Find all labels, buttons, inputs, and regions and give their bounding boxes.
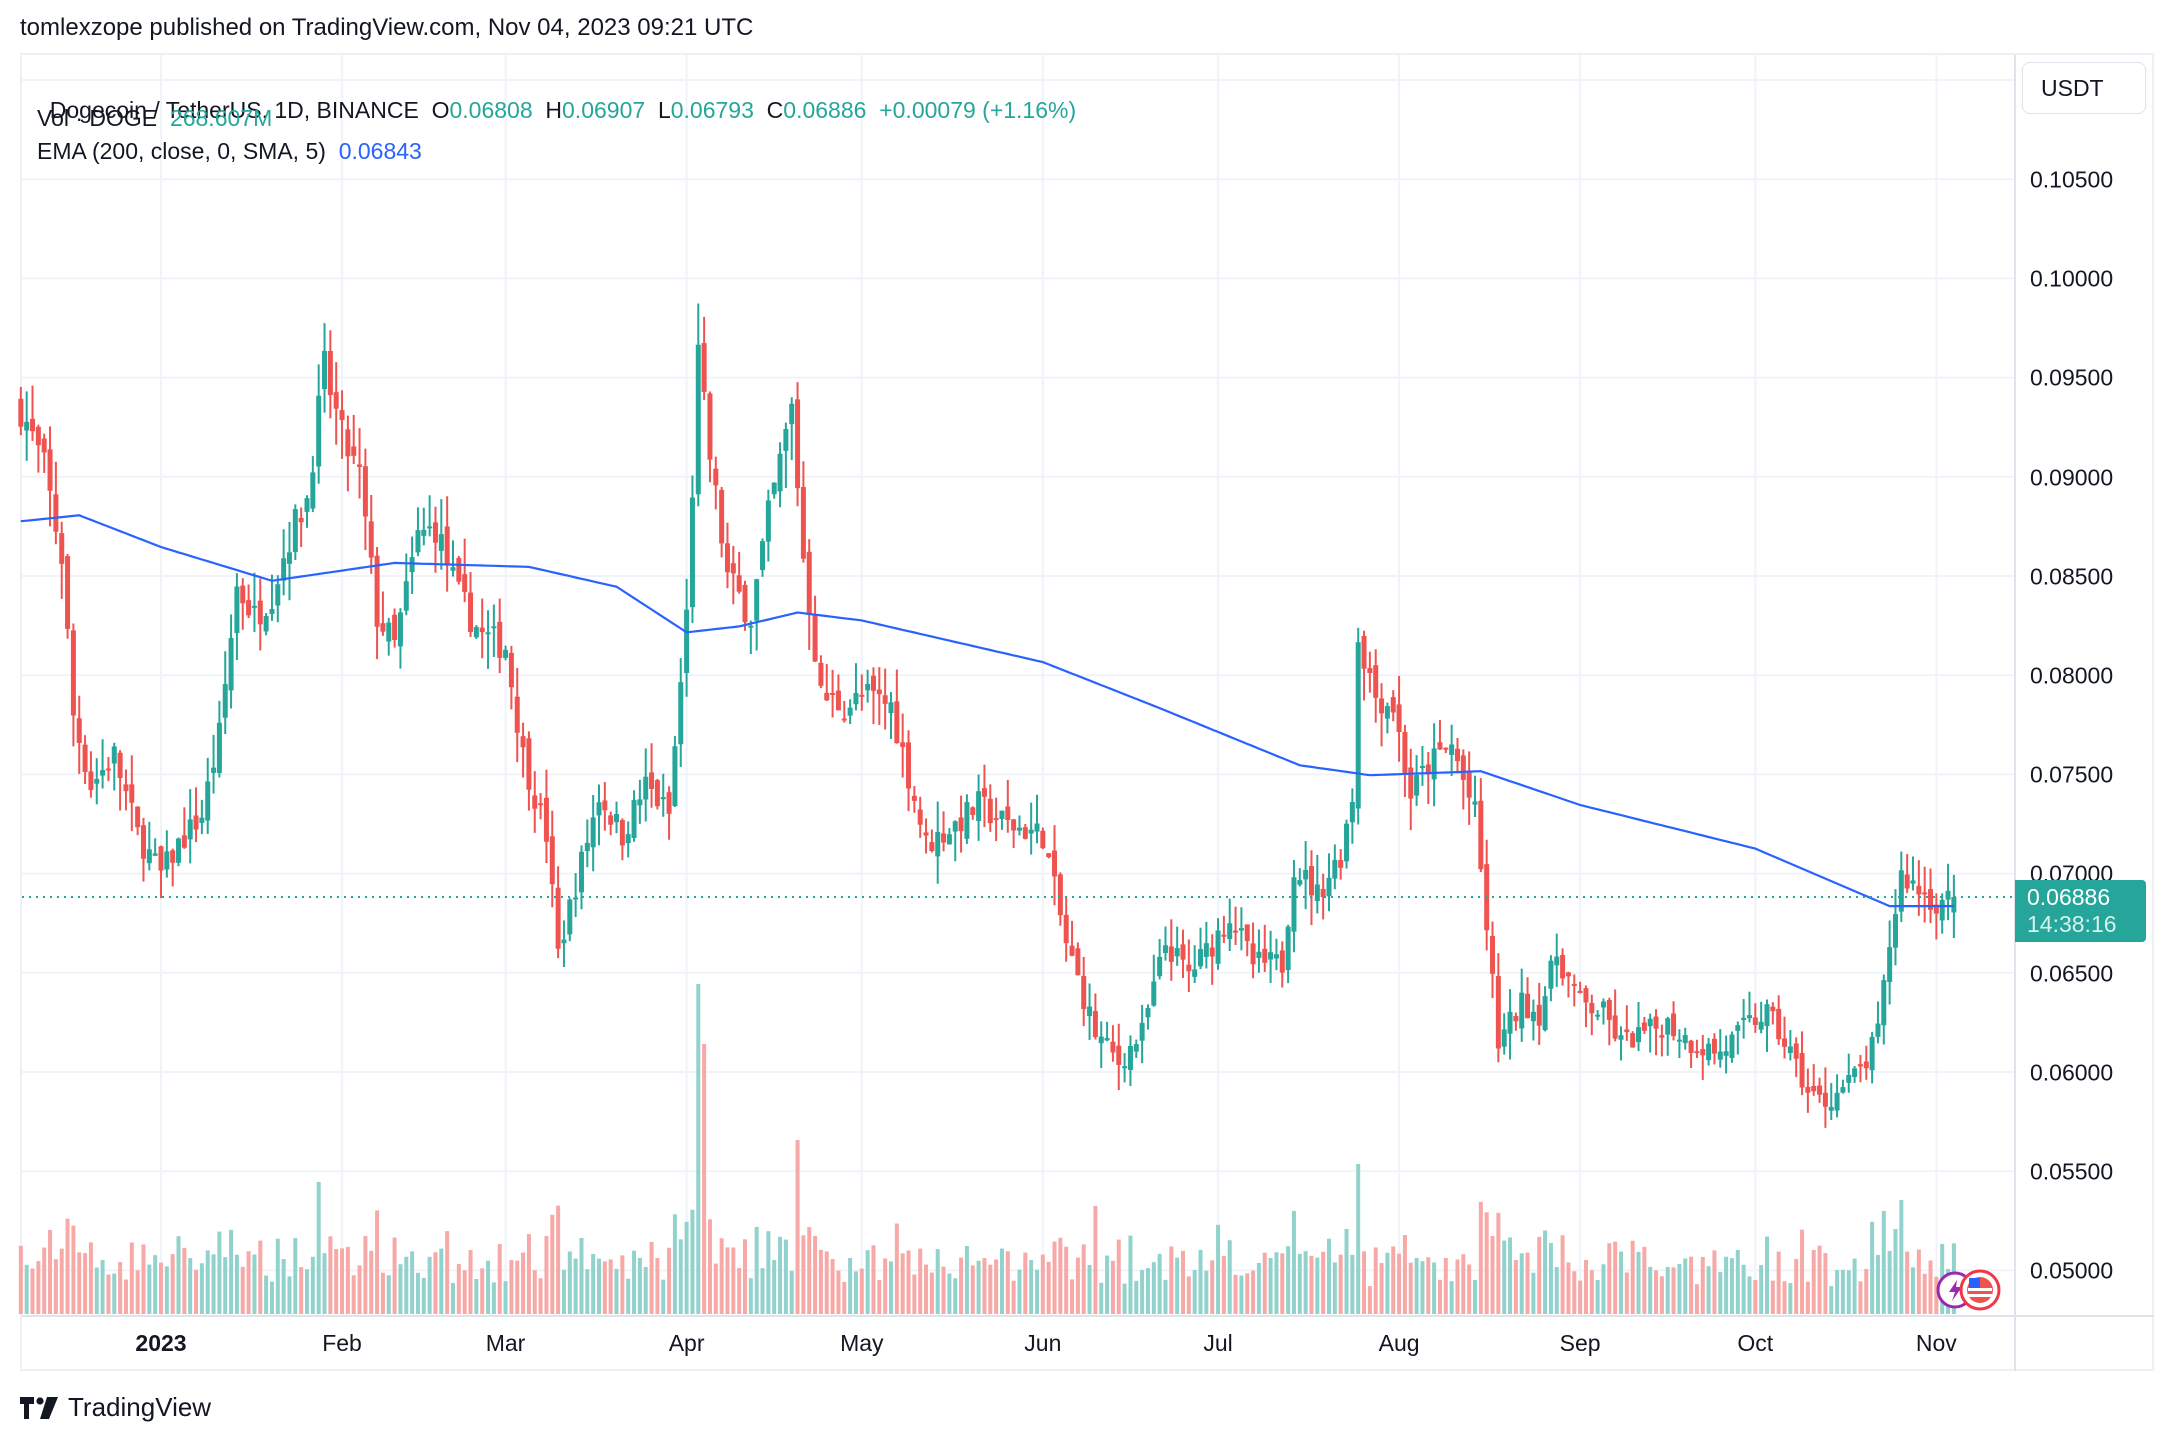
- price-tick-label: 0.10500: [2030, 166, 2114, 193]
- chart-frame: [20, 53, 2154, 1371]
- close-value: 0.06886: [783, 97, 867, 123]
- time-tick-label: Sep: [1559, 1330, 1601, 1356]
- time-tick-label: May: [840, 1330, 884, 1356]
- time-tick-label: Jul: [1203, 1330, 1233, 1356]
- symbol-legend: Dogecoin / TetherUS, 1D, BINANCE O0.0680…: [37, 70, 1076, 124]
- open-label: O: [431, 97, 450, 123]
- brand-name: TradingView: [68, 1392, 212, 1422]
- time-tick-label: Aug: [1378, 1330, 1420, 1356]
- price-tick-label: 0.08000: [2030, 662, 2114, 689]
- time-tick-label: Nov: [1915, 1330, 1957, 1356]
- volume-value: 268.607M: [169, 105, 273, 131]
- tradingview-logo[interactable]: TradingView: [20, 1392, 211, 1423]
- price-tick-label: 0.06000: [2030, 1059, 2114, 1086]
- time-tick-label: Oct: [1737, 1330, 1774, 1356]
- price-tick-label: 0.05500: [2030, 1158, 2114, 1185]
- high-value: 0.06907: [562, 97, 646, 123]
- publisher-line: tomlexzope published on TradingView.com,…: [20, 14, 754, 41]
- ema-label[interactable]: EMA (200, close, 0, SMA, 5): [37, 138, 326, 164]
- last-price-badge: 0.06886 14:38:16: [2015, 880, 2146, 942]
- price-tick-label: 0.07500: [2030, 761, 2114, 788]
- price-tick-label: 0.08500: [2030, 563, 2114, 590]
- time-tick-label: Feb: [322, 1330, 362, 1356]
- tradingview-logo-icon: [20, 1396, 58, 1419]
- ema-legend: EMA (200, close, 0, SMA, 5) 0.06843: [37, 138, 422, 165]
- price-tick-label: 0.06500: [2030, 960, 2114, 987]
- price-tick-label: 0.10000: [2030, 265, 2114, 292]
- low-value: 0.06793: [670, 97, 754, 123]
- high-label: H: [545, 97, 563, 123]
- ema-value: 0.06843: [338, 138, 422, 164]
- time-tick-label: 2023: [135, 1330, 187, 1356]
- close-label: C: [766, 97, 784, 123]
- symbol-name[interactable]: Dogecoin / TetherUS, 1D, BINANCE: [49, 97, 419, 123]
- bar-countdown: 14:38:16: [2027, 911, 2117, 937]
- change-value: +0.00079 (+1.16%): [879, 97, 1077, 123]
- low-label: L: [657, 97, 671, 123]
- time-tick-label: Jun: [1024, 1330, 1062, 1356]
- currency-button[interactable]: USDT: [2022, 62, 2146, 114]
- volume-legend: Vol · DOGE 268.607M: [37, 105, 272, 132]
- price-tick-label: 0.09500: [2030, 364, 2114, 391]
- open-value: 0.06808: [449, 97, 533, 123]
- price-tick-label: 0.09000: [2030, 464, 2114, 491]
- time-tick-label: Apr: [668, 1330, 705, 1356]
- volume-label[interactable]: Vol · DOGE: [37, 105, 158, 131]
- price-tick-label: 0.05000: [2030, 1257, 2114, 1284]
- time-tick-label: Mar: [485, 1330, 526, 1356]
- last-price: 0.06886: [2027, 884, 2111, 910]
